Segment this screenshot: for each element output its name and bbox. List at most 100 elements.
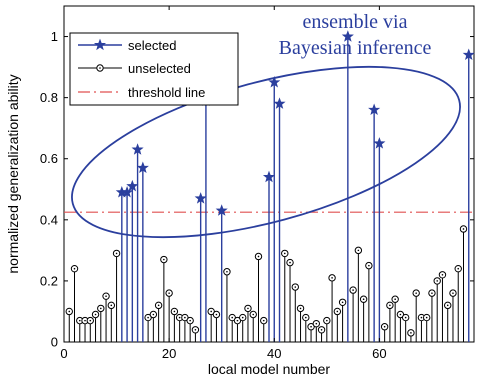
unselected-marker-dot [194, 328, 197, 331]
unselected-marker-dot [310, 325, 312, 328]
unselected-marker-dot [326, 319, 328, 322]
unselected-marker-dot [446, 304, 449, 307]
unselected-marker-dot [236, 319, 239, 322]
unselected-marker-dot [252, 313, 255, 316]
annotation-line-2: Bayesian inference [279, 37, 432, 59]
markers-layer [65, 30, 475, 337]
unselected-marker-dot [294, 286, 297, 288]
y-tick-label: 0.6 [40, 151, 58, 166]
unselected-marker-dot [394, 298, 396, 301]
unselected-marker-dot [105, 295, 107, 297]
selected-marker [268, 76, 281, 88]
unselected-marker-dot [362, 298, 365, 301]
selected-marker [131, 143, 144, 155]
unselected-marker-dot [215, 313, 218, 316]
ensemble-annotation: ensemble via Bayesian inference [71, 11, 461, 239]
selected-marker [121, 185, 134, 198]
unselected-marker-dot [115, 252, 118, 255]
selected-marker [341, 30, 354, 42]
unselected-marker-dot [415, 292, 417, 294]
unselected-marker-dot [78, 319, 81, 322]
selected-marker [373, 137, 386, 149]
annotation-line-1: ensemble via [303, 11, 408, 33]
unselected-marker-dot [436, 280, 439, 282]
unselected-marker-dot [84, 319, 86, 322]
unselected-marker-dot [178, 316, 181, 319]
unselected-marker-dot [231, 316, 234, 319]
unselected-marker-dot [336, 310, 339, 313]
unselected-marker-dot [320, 328, 323, 331]
unselected-marker-dot [389, 304, 391, 307]
legend-unselected-dot [99, 67, 101, 69]
unselected-marker-dot [157, 304, 160, 307]
y-tick-label: 0.2 [40, 273, 58, 288]
unselected-marker-dot [431, 292, 433, 294]
unselected-marker-dot [304, 316, 307, 319]
selected-marker [368, 103, 381, 115]
unselected-marker-dot [152, 313, 155, 316]
selected-marker [194, 192, 207, 204]
unselected-marker-dot [73, 267, 76, 270]
unselected-marker-dot [299, 307, 302, 310]
stems-layer [68, 36, 470, 342]
unselected-marker-dot [99, 307, 102, 310]
unselected-marker-dot [404, 316, 407, 319]
unselected-marker-dot [147, 316, 149, 319]
unselected-marker-dot [184, 316, 186, 319]
selected-marker [215, 204, 228, 216]
selected-marker [273, 97, 286, 109]
y-tick-label: 0.4 [40, 212, 58, 227]
legend: selected unselected threshold line [69, 32, 239, 106]
unselected-marker-dot [383, 325, 386, 328]
unselected-marker-dot [441, 274, 444, 276]
selected-marker [462, 48, 475, 61]
ticks-layer: 0 20 40 60 0 0.2 0.4 0.6 0.8 1 [40, 6, 474, 361]
x-tick-label: 20 [162, 346, 176, 361]
legend-label-selected: selected [128, 38, 176, 53]
selected-marker [136, 161, 149, 174]
unselected-marker-dot [420, 316, 423, 319]
unselected-marker-dot [315, 322, 318, 325]
y-tick-label: 0.8 [40, 90, 58, 105]
unselected-marker-dot [331, 277, 333, 279]
unselected-marker-dot [262, 319, 265, 322]
ensemble-ellipse [71, 65, 461, 239]
unselected-marker-dot [241, 316, 244, 319]
unselected-marker-dot [341, 301, 344, 304]
unselected-marker-dot [289, 261, 291, 264]
y-tick-label: 0 [51, 335, 58, 350]
unselected-marker-dot [357, 249, 360, 252]
unselected-marker-dot [283, 252, 286, 255]
unselected-marker-dot [68, 310, 71, 313]
y-tick-label: 1 [51, 29, 58, 44]
unselected-marker-dot [163, 258, 165, 261]
legend-items: selected unselected threshold line [78, 38, 205, 100]
plot-area: 0 20 40 60 0 0.2 0.4 0.6 0.8 1 [40, 5, 475, 361]
legend-selected-marker [93, 38, 107, 51]
unselected-marker-dot [110, 304, 113, 307]
unselected-marker-dot [368, 264, 370, 267]
unselected-marker-dot [452, 292, 454, 294]
unselected-marker-dot [226, 270, 228, 273]
unselected-marker-dot [352, 289, 354, 291]
unselected-marker-dot [257, 255, 260, 258]
x-tick-label: 0 [60, 346, 67, 361]
unselected-marker-dot [462, 228, 465, 230]
legend-label-threshold: threshold line [128, 85, 205, 100]
x-tick-label: 60 [372, 346, 386, 361]
unselected-marker-dot [189, 319, 191, 322]
legend-label-unselected: unselected [128, 61, 191, 76]
selected-marker [262, 170, 276, 183]
unselected-marker-dot [410, 332, 412, 334]
unselected-marker-dot [425, 316, 428, 319]
unselected-marker-dot [168, 292, 170, 294]
unselected-marker-dot [89, 319, 92, 322]
unselected-marker-dot [457, 267, 460, 270]
unselected-marker-dot [173, 310, 176, 313]
selected-marker [126, 179, 139, 192]
y-axis-label: normalized generalization ability [5, 74, 21, 273]
x-axis-label: local model number [208, 361, 331, 377]
unselected-marker-dot [94, 313, 97, 316]
x-tick-label: 40 [267, 346, 281, 361]
